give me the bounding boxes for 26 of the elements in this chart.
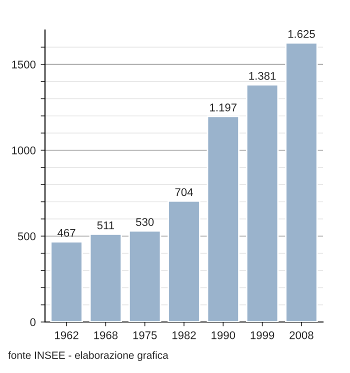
- x-tick-label: 1999: [250, 331, 274, 340]
- data-label: 467: [58, 228, 76, 237]
- data-label: 1.625: [288, 30, 315, 38]
- x-tick-label: 1968: [94, 331, 118, 340]
- y-tick-label: 1000: [12, 146, 36, 154]
- y-tick-label: 1500: [12, 60, 36, 68]
- bar: [50, 241, 83, 322]
- data-label: 530: [136, 218, 154, 226]
- data-label: 511: [97, 222, 114, 230]
- x-tick-label: 1962: [55, 331, 78, 340]
- data-label: 704: [175, 188, 193, 196]
- bar: [128, 230, 162, 322]
- bar: [246, 84, 279, 322]
- source-note: fonte INSEE - elaborazione grafica: [8, 351, 168, 361]
- x-tick-label: 1990: [212, 331, 236, 340]
- data-label: 1.381: [249, 72, 276, 80]
- bar: [89, 234, 122, 322]
- data-label: 1.197: [210, 104, 236, 112]
- x-tick-label: 2008: [290, 331, 314, 340]
- x-tick-label: 1982: [172, 331, 196, 340]
- bar: [206, 116, 240, 322]
- y-tick-label: 500: [18, 232, 36, 240]
- y-tick-label: 0: [30, 318, 36, 326]
- x-tick-label: 1975: [133, 331, 157, 340]
- bar: [168, 200, 200, 322]
- bar: [285, 42, 318, 322]
